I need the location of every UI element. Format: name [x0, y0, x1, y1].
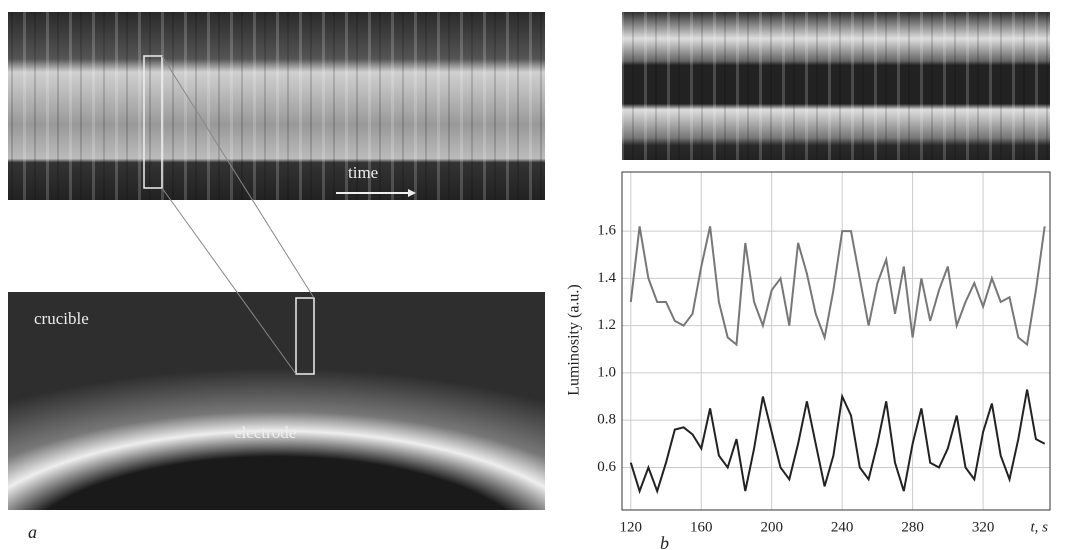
- data-line: [629, 389, 1046, 495]
- streak-texture: [8, 12, 545, 200]
- connector: [161, 55, 315, 299]
- selection-box: [143, 55, 163, 189]
- annotation: crucible: [34, 309, 89, 328]
- x-tick-label: 240: [831, 519, 854, 535]
- streak-texture: [622, 12, 1050, 160]
- x-tick-label: 120: [620, 519, 643, 535]
- panel-a: time crucible electrode a: [8, 12, 545, 542]
- x-tick-label: 320: [972, 519, 995, 535]
- y-tick-label: 0.6: [597, 459, 616, 475]
- x-axis-label: t, s: [1030, 519, 1048, 535]
- y-tick-label: 0.8: [597, 412, 616, 428]
- y-tick-label: 1.6: [597, 223, 616, 239]
- annotation: time: [348, 163, 378, 182]
- y-tick-label: 1.4: [597, 270, 616, 286]
- connector: [161, 187, 297, 375]
- y-axis-label: Luminosity (a.u.): [566, 284, 583, 396]
- y-tick-label: 1.2: [597, 317, 616, 333]
- x-tick-label: 160: [690, 519, 713, 535]
- x-tick-label: 200: [760, 519, 783, 535]
- arc-image: [8, 292, 545, 510]
- annotation: electrode: [234, 423, 296, 442]
- panel-b: b Luminosity (a.u.) t, s: [566, 12, 1050, 550]
- panel-label: a: [28, 522, 37, 542]
- x-tick-label: 280: [901, 519, 924, 535]
- selection-box: [295, 297, 315, 375]
- plot-frame: [621, 171, 1051, 511]
- data-line: [629, 226, 1046, 347]
- y-tick-label: 1.0: [597, 364, 616, 380]
- panel-label: b: [660, 533, 669, 550]
- time-arrow-head: [408, 189, 416, 197]
